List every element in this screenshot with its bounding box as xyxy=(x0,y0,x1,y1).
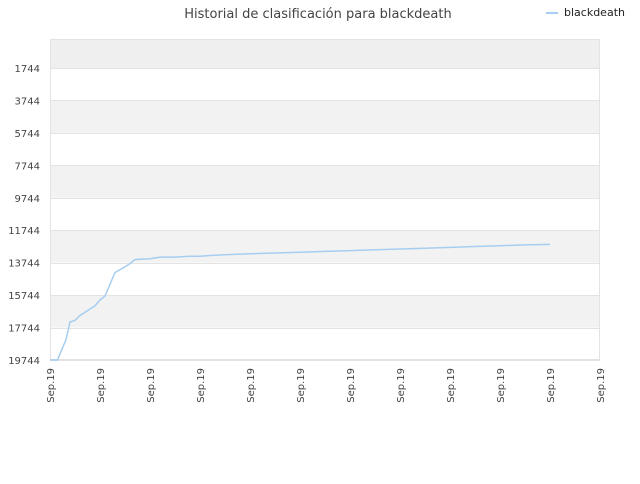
x-tick-label: Sep.19 xyxy=(246,368,257,403)
chart-title: Historial de clasificación para blackdea… xyxy=(184,7,451,22)
plot-frame xyxy=(50,39,600,360)
y-tick-label: 9744 xyxy=(15,194,40,205)
plot-band xyxy=(50,295,600,328)
y-tick-label: 7744 xyxy=(15,161,40,172)
plot-band xyxy=(50,132,600,166)
x-tick-label: Sep.19 xyxy=(146,368,157,403)
x-tick-label: Sep.19 xyxy=(546,368,557,403)
grid-lines xyxy=(50,39,600,361)
x-tick-label: Sep.19 xyxy=(596,368,607,403)
plot-band xyxy=(50,68,600,101)
y-tick-label: 15744 xyxy=(8,291,40,302)
x-tick-label: Sep.19 xyxy=(196,368,207,403)
plot-bands xyxy=(50,39,600,360)
y-tick-label: 5744 xyxy=(15,129,40,140)
y-tick-label: 11744 xyxy=(8,226,40,237)
plot-band xyxy=(50,230,600,263)
series-layer xyxy=(50,243,551,361)
x-tick-label: Sep.19 xyxy=(496,368,507,403)
plot-band xyxy=(50,262,600,296)
y-axis-ticks: 1744 3744 5744 7744 9744 11744 13744 15744 17744… xyxy=(8,64,40,367)
x-tick-label: Sep.19 xyxy=(46,368,57,403)
y-tick-label: 3744 xyxy=(15,96,40,107)
x-tick-label: Sep.19 xyxy=(346,368,357,403)
x-tick-label: Sep.19 xyxy=(396,368,407,403)
y-tick-label: 17744 xyxy=(8,324,40,335)
y-tick-label: 13744 xyxy=(8,259,40,270)
x-axis-ticks: Sep.19 Sep.19 Sep.19 Sep.19 Sep.19 Sep.19 Sep.… xyxy=(46,368,607,403)
plot-band xyxy=(50,197,600,231)
series-line-blackdeath xyxy=(50,243,551,361)
plot-band-top xyxy=(50,39,600,68)
plot-band xyxy=(50,165,600,198)
legend-label-blackdeath: blackdeath xyxy=(564,6,625,19)
x-tick-label: Sep.19 xyxy=(296,368,307,403)
x-tick-label: Sep.19 xyxy=(96,368,107,403)
legend[interactable]: blackdeath xyxy=(546,6,625,19)
y-tick-label: 19744 xyxy=(8,356,40,367)
plot-band xyxy=(50,100,600,133)
plot-band xyxy=(50,327,600,360)
y-tick-label: 1744 xyxy=(15,64,40,75)
x-tick-label: Sep.19 xyxy=(446,368,457,403)
